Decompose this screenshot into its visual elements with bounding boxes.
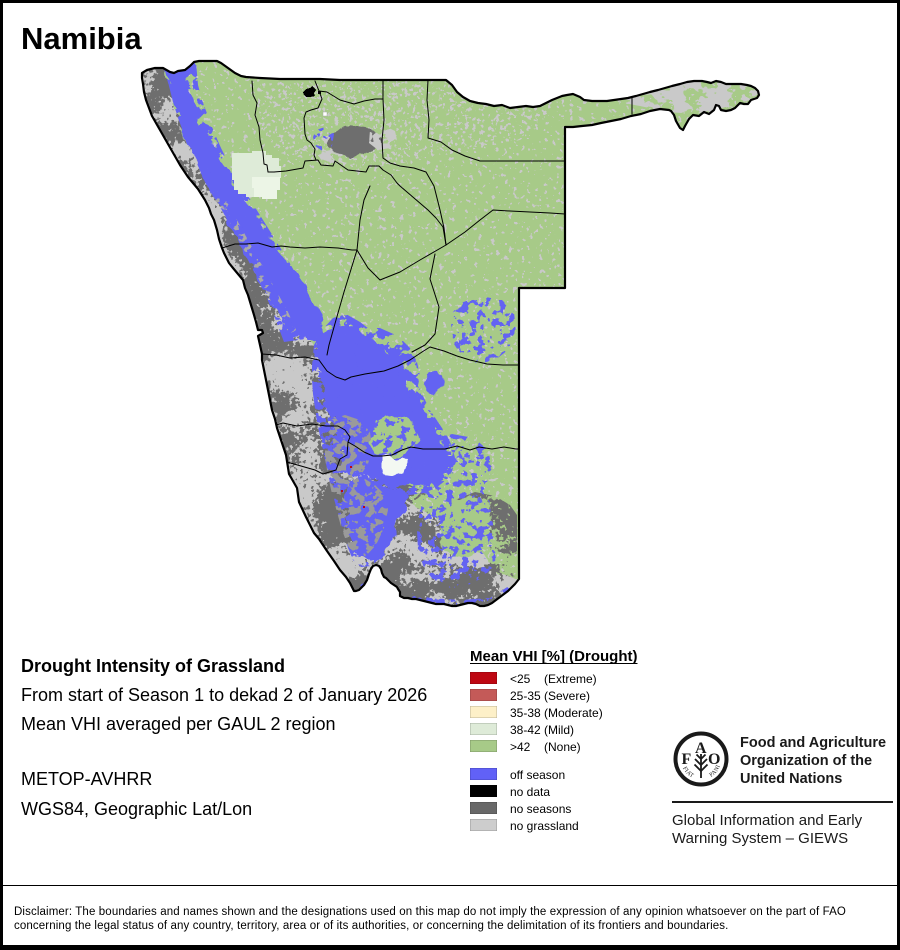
legend: Mean VHI [%] (Drought) <25 (Extreme) 25-3… [470,648,670,832]
region-mild-northwest [232,151,281,199]
projection-line: WGS84, Geographic Lat/Lon [21,799,253,819]
legend-label-none: (None) [544,739,581,754]
legend-label-no-seasons: no seasons [510,801,572,816]
etosha-fringe-east [369,126,397,150]
off-season-east-dots [451,296,516,364]
off-season-band-speckles [162,62,327,342]
boundary-oshikoto-east [381,79,447,246]
legend-text-moderate: 35-38 (Moderate) [510,707,603,719]
legend-swatch-extreme [470,672,497,684]
legend-swatch-none [470,740,497,752]
legend-label-mild: (Mild) [544,722,574,737]
disclaimer-text: Disclaimer: The boundaries and names sho… [14,905,886,933]
severe-dot [350,466,352,468]
wheat-leaves-1 [693,763,709,772]
etosha-pan-body [327,124,378,157]
fao-org-line1: Food and Agriculture [740,735,887,751]
giews-line1: Global Information and Early [672,812,863,829]
fao-letter-a: A [695,740,707,757]
boundary-khomas-south [271,441,521,475]
green-island-blue-dots [369,417,417,456]
boundary-omatako [411,253,440,353]
boundary-kunene-south [273,159,447,246]
off-season-dots-near-pan [313,126,334,152]
fao-divider-rule [672,801,893,803]
page-title: Namibia [21,21,142,56]
legend-swatch-mild [470,723,497,735]
disclaimer-separator-line [3,885,897,886]
legend-swatch-moderate [470,706,497,718]
legend-text-mild: 38-42 (Mild) [510,724,574,736]
severe-dot [363,506,365,508]
legend-swatch-no-data [470,785,497,797]
map-aggregation-line: Mean VHI averaged per GAUL 2 region [21,714,336,734]
legend-label-off-season: off season [510,767,566,782]
legend-label-severe: (Severe) [544,688,591,703]
boundary-kunene-omusati [251,80,275,173]
map-period-line: From start of Season 1 to dekad 2 of Jan… [21,685,428,705]
legend-text-severe: 25-35 (Severe) [510,690,590,702]
legend-value-extreme: <25 [510,671,531,686]
fao-letter-f: F [682,751,692,768]
severe-dot [341,490,343,492]
wheat-leaves-3 [695,753,707,760]
boundary-khomas-north [261,346,520,381]
gray-holes-in-band [208,188,296,334]
legend-swatch-off-season [470,768,497,780]
etosha-pan [313,124,397,163]
legend-swatch-severe [470,689,497,701]
boundary-kavango-west [426,79,481,162]
off-season-east-blob [424,373,444,393]
legend-value-severe: 25-35 [510,688,541,703]
mild-region-bright-part [252,177,280,199]
legend-label-no-data: no data [510,784,551,799]
sensor-line: METOP-AVHRR [21,769,153,789]
legend-label-extreme: (Extreme) [544,671,597,686]
legend-text-none: >42 (None) [510,741,581,753]
fao-wordmark: Food and Agriculture Organization of the… [740,734,886,788]
fao-logo: F A O FIAT PANIS [673,731,729,787]
boundary-erongo-north [221,242,358,251]
legend-swatch-no-grassland [470,819,497,831]
wheat-ear-icon [693,753,709,778]
boundary-otjozondjupa-west [326,185,371,356]
region-mild-central-patch [382,455,408,477]
legend-value-none: >42 [510,739,531,754]
boundary-otjozondjupa-north [356,209,566,281]
fao-org-line3: United Nations [740,771,843,787]
map-subject-title: Drought Intensity of Grassland [21,656,286,676]
fao-logo-ring [673,731,729,787]
legend-text-extreme: <25 (Extreme) [510,673,597,685]
disclaimer-line2: concerning the legal status of any count… [14,920,729,932]
legend-label-moderate: (Moderate) [544,705,603,720]
off-season-band [162,62,516,606]
giews-wordmark: Global Information and Early Warning Sys… [672,812,862,847]
legend-swatch-no-seasons [470,802,497,814]
legend-title: Mean VHI [%] (Drought) [470,648,638,665]
map-fill-layers [142,61,759,606]
off-season-southeast-dots [417,434,498,588]
disclaimer-line1: Disclaimer: The boundaries and names sho… [14,906,846,918]
boundary-oshana-west [303,80,323,161]
giews-line2: Warning System – GIEWS [672,829,849,847]
gray-specks-in-blue [325,415,388,557]
fao-org-line2: Organization of the [740,753,873,769]
fao-letter-o: O [708,751,720,768]
boundary-khomas-mid [271,422,351,443]
legend-value-moderate: 35-38 [510,705,541,720]
legend-label-no-grassland: no grassland [510,818,579,833]
legend-value-mild: 38-42 [510,722,541,737]
wheat-leaves-2 [694,758,708,766]
severe-dots [341,466,365,508]
boundary-oshana-crosslink [318,90,384,105]
white-spot [322,111,328,117]
off-season-northeast-speckles [341,328,420,400]
gaul2-boundaries [221,79,633,475]
